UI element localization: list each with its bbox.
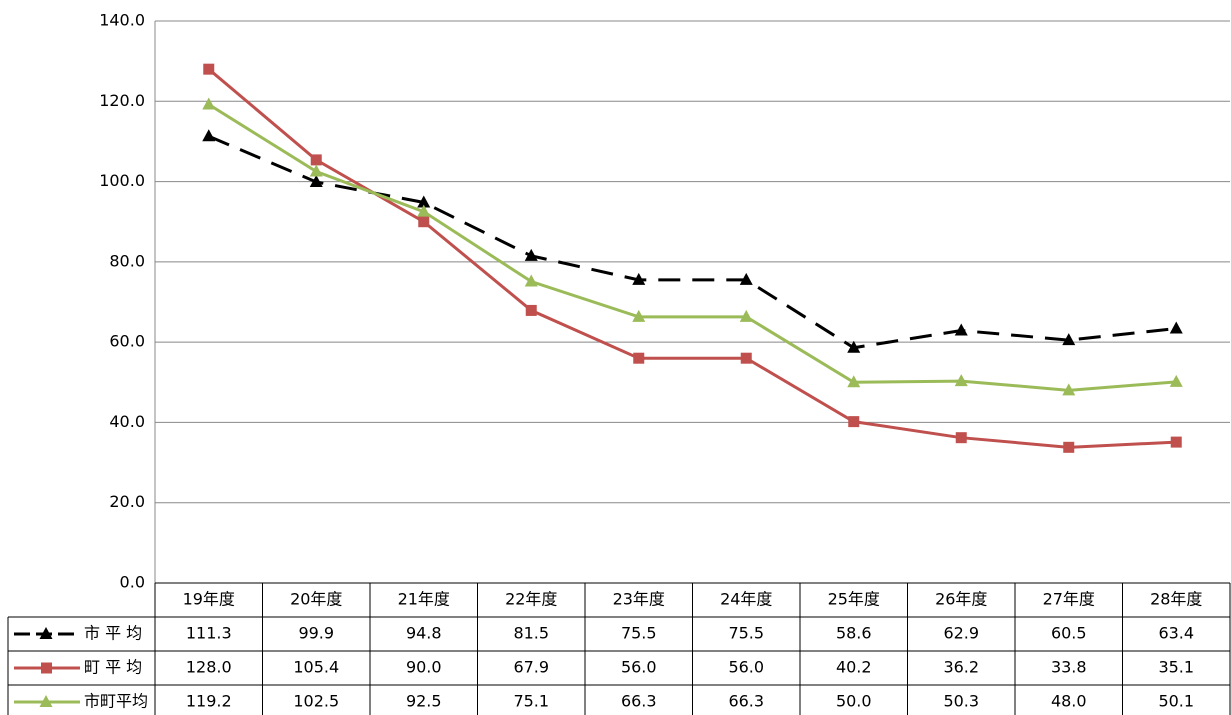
data-point [202,97,216,110]
data-point [524,248,538,261]
data-point [739,309,753,322]
data-point [310,154,322,166]
table-value: 119.2 [186,692,232,711]
table-header: 21年度 [398,590,450,609]
y-tick-label: 20.0 [109,492,145,511]
table-value: 35.1 [1158,658,1194,677]
data-point [417,195,431,208]
table-value: 66.3 [621,692,657,711]
table-value: 60.5 [1051,624,1087,643]
data-point [1062,383,1076,396]
table-value: 63.4 [1158,624,1194,643]
legend-label: 市町平均 [84,692,148,711]
data-point [417,204,431,217]
table-value: 75.1 [513,692,549,711]
table-value: 99.9 [298,624,334,643]
y-tick-label: 140.0 [99,11,145,30]
data-point [418,216,430,228]
table-value: 62.9 [943,624,979,643]
table-header: 22年度 [505,590,557,609]
table-value: 56.0 [728,658,764,677]
data-point [633,352,645,364]
table-value: 33.8 [1051,658,1087,677]
table-header: 19年度 [183,590,235,609]
data-point [847,340,861,353]
table-value: 128.0 [186,658,232,677]
data-point [1063,441,1075,453]
table-value: 111.3 [186,624,232,643]
data-point [525,304,537,316]
table-header: 23年度 [613,590,665,609]
y-tick-label: 120.0 [99,91,145,110]
data-point [309,174,323,187]
table-value: 92.5 [406,692,442,711]
table-value: 40.2 [836,658,872,677]
table-value: 105.4 [293,658,339,677]
y-tick-label: 0.0 [120,573,145,592]
data-point [740,352,752,364]
table-value: 50.0 [836,692,872,711]
data-point [1169,321,1183,334]
table-header: 27年度 [1043,590,1095,609]
data-point [847,375,861,388]
legend-label: 市 平 均 [84,624,142,643]
table-value: 58.6 [836,624,872,643]
table-value: 81.5 [513,624,549,643]
table-value: 102.5 [293,692,339,711]
y-tick-label: 60.0 [109,332,145,351]
legend-label: 町 平 均 [84,658,142,677]
data-point [632,272,646,285]
series-line [207,68,1177,449]
series-line [207,103,1177,392]
data-point [524,274,538,287]
table-value: 36.2 [943,658,979,677]
data-point [632,309,646,322]
data-point [954,374,968,387]
table-value: 56.0 [621,658,657,677]
legend-marker [41,662,52,674]
y-tick-label: 80.0 [109,251,145,270]
table-value: 75.5 [621,624,657,643]
table-value: 75.5 [728,624,764,643]
table-header: 24年度 [720,590,772,609]
y-tick-label: 40.0 [109,412,145,431]
legend-marker [39,695,53,707]
data-point [739,272,753,285]
y-tick-label: 100.0 [99,171,145,190]
table-value: 90.0 [406,658,442,677]
data-point [1062,333,1076,346]
table-header: 26年度 [935,590,987,609]
table-header: 25年度 [828,590,880,609]
data-point [1169,374,1183,387]
table-value: 94.8 [406,624,442,643]
data-point [309,164,323,177]
legend-marker [39,627,53,639]
table-header: 20年度 [290,590,342,609]
data-point [1170,436,1182,448]
table-value: 50.3 [943,692,979,711]
table-header: 28年度 [1150,590,1202,609]
table-value: 50.1 [1158,692,1194,711]
table-value: 66.3 [728,692,764,711]
data-point [202,129,216,142]
table-value: 48.0 [1051,692,1087,711]
table-value: 67.9 [513,658,549,677]
data-point [955,432,967,444]
data-point [848,416,860,428]
data-point [954,323,968,336]
data-point [203,63,215,75]
